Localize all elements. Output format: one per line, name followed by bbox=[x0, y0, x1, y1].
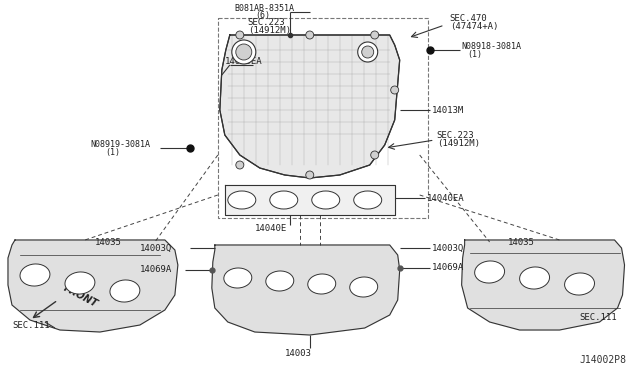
Text: B081AB-8351A: B081AB-8351A bbox=[235, 3, 295, 13]
Text: (47474+A): (47474+A) bbox=[450, 22, 498, 31]
Ellipse shape bbox=[110, 280, 140, 302]
Text: 14035: 14035 bbox=[508, 237, 534, 247]
Circle shape bbox=[306, 31, 314, 39]
Circle shape bbox=[390, 86, 399, 94]
Text: (6): (6) bbox=[255, 10, 270, 19]
Ellipse shape bbox=[520, 267, 550, 289]
Ellipse shape bbox=[475, 261, 504, 283]
Circle shape bbox=[362, 46, 374, 58]
Text: FRONT: FRONT bbox=[62, 283, 99, 309]
Ellipse shape bbox=[308, 274, 336, 294]
Text: 14069A: 14069A bbox=[140, 266, 172, 275]
Text: 14003Q: 14003Q bbox=[140, 244, 172, 253]
Circle shape bbox=[236, 161, 244, 169]
Text: (14912M): (14912M) bbox=[436, 138, 479, 148]
Text: 14040EA: 14040EA bbox=[427, 193, 464, 202]
Ellipse shape bbox=[228, 191, 256, 209]
Text: 14069A: 14069A bbox=[431, 263, 464, 273]
Ellipse shape bbox=[270, 191, 298, 209]
Circle shape bbox=[236, 31, 244, 39]
Circle shape bbox=[306, 171, 314, 179]
Circle shape bbox=[358, 42, 378, 62]
Circle shape bbox=[236, 44, 252, 60]
Text: N08918-3081A: N08918-3081A bbox=[461, 42, 522, 51]
Ellipse shape bbox=[266, 271, 294, 291]
Text: (1): (1) bbox=[105, 148, 120, 157]
Ellipse shape bbox=[354, 191, 381, 209]
Text: 14040EA: 14040EA bbox=[225, 57, 262, 65]
Text: N08919-3081A: N08919-3081A bbox=[90, 140, 150, 148]
Ellipse shape bbox=[349, 277, 378, 297]
Ellipse shape bbox=[20, 264, 50, 286]
Text: 14035: 14035 bbox=[95, 237, 122, 247]
Text: 14040E: 14040E bbox=[255, 224, 287, 232]
Bar bbox=[218, 18, 428, 218]
Text: 14003Q: 14003Q bbox=[431, 244, 464, 253]
Polygon shape bbox=[8, 240, 178, 332]
Polygon shape bbox=[461, 240, 625, 330]
Text: SEC.223: SEC.223 bbox=[436, 131, 474, 140]
Polygon shape bbox=[225, 185, 395, 215]
Circle shape bbox=[232, 40, 256, 64]
Circle shape bbox=[371, 31, 379, 39]
Text: (14912M): (14912M) bbox=[248, 26, 291, 35]
Text: SEC.223: SEC.223 bbox=[248, 17, 285, 26]
Text: 14003: 14003 bbox=[285, 349, 312, 357]
Ellipse shape bbox=[564, 273, 595, 295]
Polygon shape bbox=[212, 245, 400, 335]
Ellipse shape bbox=[312, 191, 340, 209]
Text: J14002P8: J14002P8 bbox=[580, 355, 627, 365]
Text: SEC.470: SEC.470 bbox=[450, 13, 487, 22]
Text: SEC.111: SEC.111 bbox=[12, 321, 50, 330]
Ellipse shape bbox=[65, 272, 95, 294]
Polygon shape bbox=[220, 35, 400, 178]
Ellipse shape bbox=[224, 268, 252, 288]
Text: 14013M: 14013M bbox=[431, 106, 464, 115]
Circle shape bbox=[371, 151, 379, 159]
Text: (1): (1) bbox=[468, 49, 483, 58]
Text: SEC.111: SEC.111 bbox=[580, 314, 617, 323]
